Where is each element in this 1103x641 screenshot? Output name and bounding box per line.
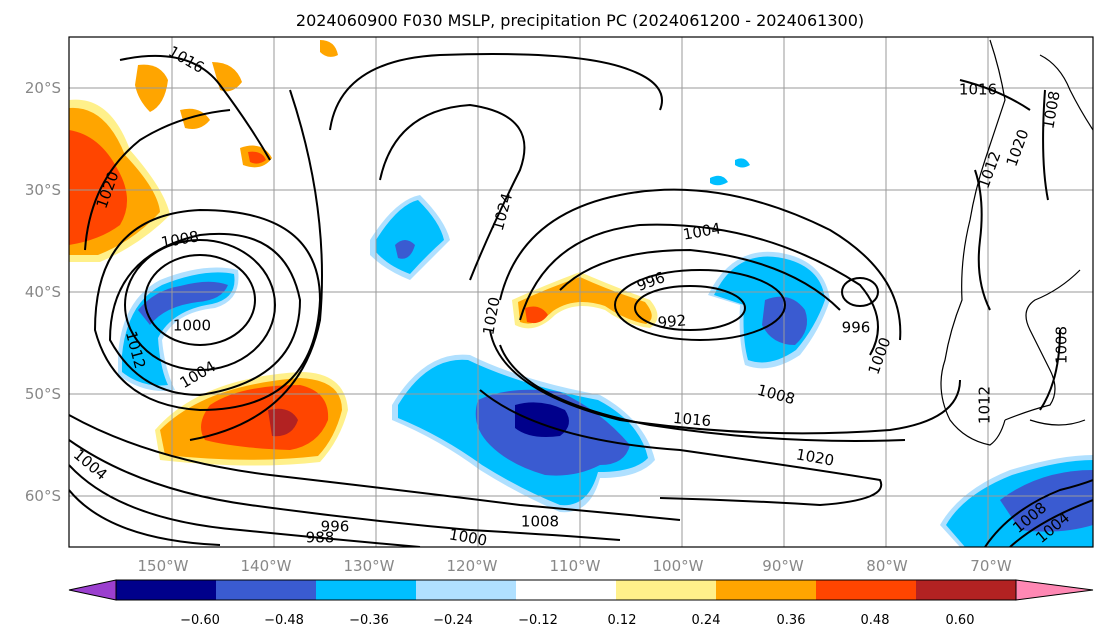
lat-label: 20°S (25, 79, 61, 97)
isobar-label: 988 (306, 529, 335, 547)
isobar-label: 996 (842, 319, 871, 337)
colorbar-segment (316, 580, 416, 600)
lat-label: 30°S (25, 181, 61, 199)
isobar-label: 1012 (976, 386, 994, 424)
colorbar-tick-label: 0.60 (946, 613, 975, 628)
map-title: 2024060900 F030 MSLP, precipitation PC (… (296, 11, 864, 30)
lat-tick-labels: 20°S 30°S 40°S 50°S 60°S (25, 79, 61, 505)
colorbar-tick-label: 0.48 (861, 613, 890, 628)
colorbar (68, 579, 1094, 601)
colorbar-segment (516, 580, 616, 600)
coastline (940, 39, 1093, 446)
colorbar-tick-labels: −0.60 −0.48 −0.36 −0.24 −0.12 0.12 0.24 … (180, 613, 974, 628)
isobar-label: 1008 (1053, 326, 1071, 364)
colorbar-tick-label: −0.48 (264, 613, 304, 628)
colorbar-segment (816, 580, 916, 600)
isobar-label: 1000 (448, 525, 489, 549)
lon-label: 100°W (653, 557, 704, 575)
isobar-label: 1016 (959, 81, 997, 99)
colorbar-tick-label: −0.12 (518, 613, 558, 628)
colorbar-segment (216, 580, 316, 600)
colorbar-segment (116, 580, 216, 600)
lon-label: 150°W (138, 557, 189, 575)
colorbar-tick-label: −0.60 (180, 613, 220, 628)
map-frame (68, 36, 1094, 548)
colorbar-tick-label: 0.36 (777, 613, 806, 628)
colorbar-tick-label: −0.24 (433, 613, 473, 628)
precip-negative-areas (118, 158, 1093, 547)
lon-label: 120°W (447, 557, 498, 575)
colorbar-tick-label: 0.24 (692, 613, 721, 628)
lon-label: 140°W (241, 557, 292, 575)
colorbar-segment (416, 580, 516, 600)
isobar-label: 996 (321, 518, 350, 536)
isobar-label: 992 (657, 311, 687, 331)
colorbar-extend-low (68, 579, 117, 601)
colorbar-segment (916, 580, 1016, 600)
isobar-label: 1016 (672, 409, 712, 430)
colorbar-border (115, 579, 1017, 601)
isobar-label: 1000 (173, 317, 211, 335)
colorbar-segment (616, 580, 716, 600)
lon-label: 80°W (866, 557, 908, 575)
lon-tick-labels: 150°W 140°W 130°W 120°W 110°W 100°W 90°W… (138, 557, 1012, 575)
graticule (69, 37, 1093, 547)
lat-label: 60°S (25, 487, 61, 505)
isobars (69, 53, 1093, 547)
lon-label: 90°W (762, 557, 804, 575)
colorbar-segment (716, 580, 816, 600)
colorbar-tick-label: −0.36 (349, 613, 389, 628)
lon-label: 70°W (970, 557, 1012, 575)
isobar-label: 1008 (521, 513, 559, 531)
colorbar-extend-high (1015, 579, 1094, 601)
lat-label: 40°S (25, 283, 61, 301)
colorbar-tick-label: 0.12 (608, 613, 637, 628)
lat-label: 50°S (25, 385, 61, 403)
lon-label: 110°W (550, 557, 601, 575)
lon-label: 130°W (344, 557, 395, 575)
